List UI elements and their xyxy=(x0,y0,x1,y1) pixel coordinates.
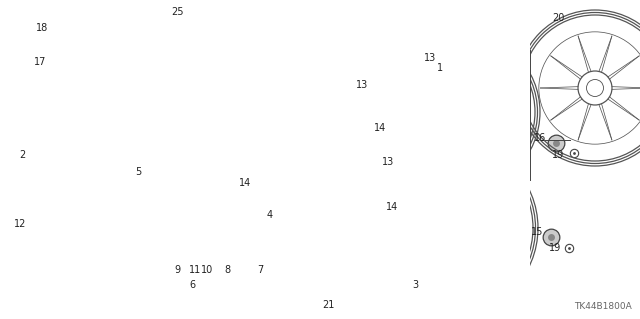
Text: 19: 19 xyxy=(549,243,561,253)
Text: 5: 5 xyxy=(135,167,141,177)
Text: 11: 11 xyxy=(189,265,201,275)
Text: 14: 14 xyxy=(239,178,251,188)
FancyBboxPatch shape xyxy=(153,237,185,259)
Text: 13: 13 xyxy=(382,157,394,167)
FancyBboxPatch shape xyxy=(371,120,385,132)
Text: 6: 6 xyxy=(189,280,195,290)
Text: 12: 12 xyxy=(14,219,26,229)
Text: 15: 15 xyxy=(531,227,543,237)
Text: 19: 19 xyxy=(552,150,564,160)
Text: 13: 13 xyxy=(424,53,436,63)
Text: 14: 14 xyxy=(374,123,386,133)
Text: 17: 17 xyxy=(34,57,46,67)
Text: 3: 3 xyxy=(412,280,418,290)
Text: 1: 1 xyxy=(437,63,443,73)
Text: 20: 20 xyxy=(552,13,564,23)
Text: 2: 2 xyxy=(19,150,25,160)
Text: 4: 4 xyxy=(267,210,273,220)
Text: 21: 21 xyxy=(322,300,334,310)
Bar xyxy=(0,0,530,319)
Text: 13: 13 xyxy=(356,80,368,90)
Text: 18: 18 xyxy=(36,23,48,33)
Text: 16: 16 xyxy=(534,133,546,143)
Text: 7: 7 xyxy=(257,265,263,275)
Text: 9: 9 xyxy=(174,265,180,275)
FancyBboxPatch shape xyxy=(383,202,397,214)
Text: 10: 10 xyxy=(201,265,213,275)
Text: 14: 14 xyxy=(386,202,398,212)
Text: TK44B1800A: TK44B1800A xyxy=(574,302,632,311)
Text: 25: 25 xyxy=(172,7,184,17)
FancyBboxPatch shape xyxy=(237,179,251,191)
Text: 8: 8 xyxy=(224,265,230,275)
